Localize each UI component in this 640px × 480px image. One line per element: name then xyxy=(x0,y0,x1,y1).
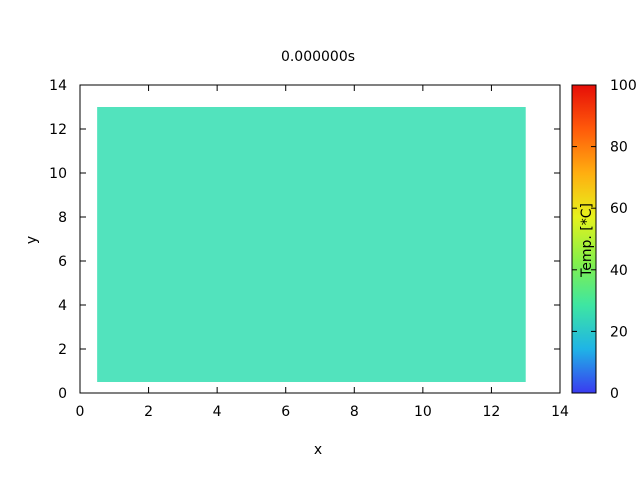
y-tick-label: 0 xyxy=(58,386,67,402)
colorbar-label: Temp. [*C] xyxy=(579,203,595,278)
plot-frame xyxy=(79,84,561,394)
x-tick-label: 0 xyxy=(76,404,85,420)
y-tick-label: 2 xyxy=(58,342,67,358)
heatmap-cell xyxy=(97,107,526,382)
colorbar-tick-label: 20 xyxy=(610,324,628,340)
x-tick-label: 4 xyxy=(213,404,222,420)
colorbar-tick-label: 60 xyxy=(610,201,628,217)
y-axis-label: y xyxy=(24,236,40,244)
x-tick-label: 14 xyxy=(551,404,569,420)
x-axis-label: x xyxy=(314,442,322,458)
x-tick-label: 12 xyxy=(483,404,501,420)
y-tick-label: 12 xyxy=(49,122,67,138)
colorbar-tick-label: 80 xyxy=(610,140,628,156)
y-tick-label: 14 xyxy=(49,78,67,94)
x-tick-label: 6 xyxy=(281,404,290,420)
x-tick-label: 10 xyxy=(414,404,432,420)
colorbar-tick-label: 40 xyxy=(610,263,628,279)
y-tick-label: 6 xyxy=(58,254,67,270)
y-tick-label: 4 xyxy=(58,298,67,314)
y-tick-label: 10 xyxy=(49,166,67,182)
x-tick-label: 8 xyxy=(350,404,359,420)
colorbar-tick-label: 100 xyxy=(610,78,637,94)
y-tick-label: 8 xyxy=(58,210,67,226)
chart-title: 0.000000s xyxy=(281,49,355,65)
colorbar-tick-label: 0 xyxy=(610,386,619,402)
x-tick-label: 2 xyxy=(144,404,153,420)
colorbar xyxy=(571,84,597,394)
